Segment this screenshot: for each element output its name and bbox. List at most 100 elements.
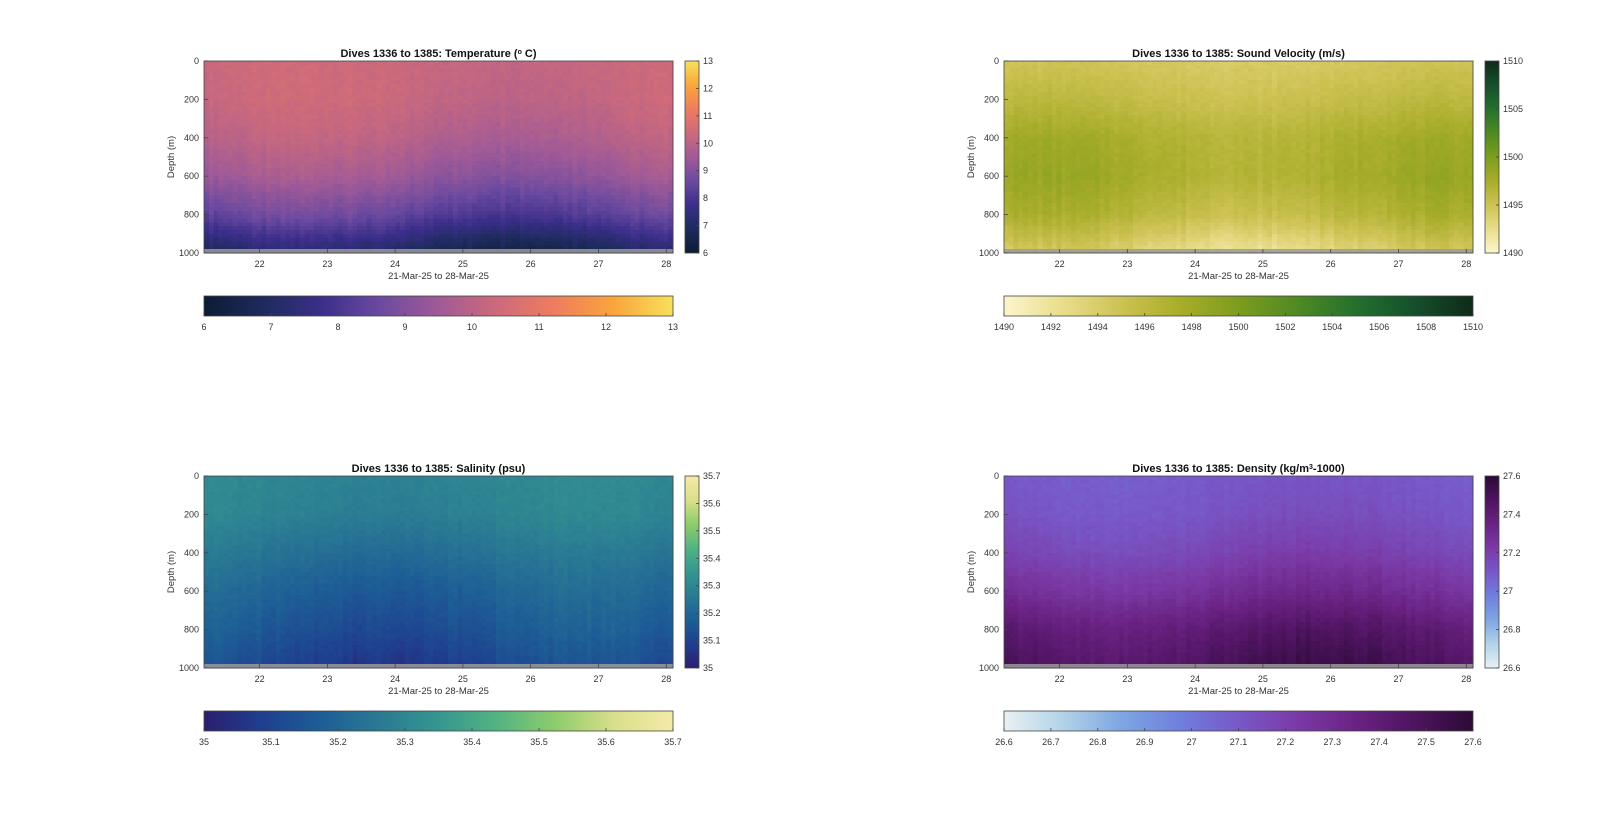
heatmap-cell <box>582 137 588 143</box>
heatmap-cell <box>247 68 253 74</box>
heatmap-cell <box>395 110 401 116</box>
heatmap-cell <box>625 68 631 74</box>
heatmap-cell <box>409 241 416 246</box>
heatmap-cell <box>433 191 440 196</box>
heatmap-cell <box>572 168 578 173</box>
heatmap-cell <box>529 130 535 135</box>
heatmap-cell <box>261 76 267 81</box>
heatmap-cell <box>553 122 559 127</box>
heatmap-cell <box>352 160 358 166</box>
heatmap-cell <box>357 157 363 162</box>
heatmap-cell <box>596 137 602 143</box>
heatmap-cell <box>376 180 382 185</box>
heatmap-cell <box>328 118 334 124</box>
heatmap-cell <box>567 237 574 243</box>
heatmap-cell <box>385 118 392 124</box>
heatmap-cell <box>519 168 526 173</box>
heatmap-cell <box>314 172 320 177</box>
heatmap-cell <box>223 176 229 181</box>
heatmap-cell <box>486 206 492 212</box>
heatmap-cell <box>591 195 598 200</box>
x-tick-label: 28 <box>661 259 671 269</box>
heatmap-cell <box>620 214 626 220</box>
heatmap-cell <box>634 141 641 147</box>
heatmap-cell <box>539 168 545 173</box>
heatmap-cell <box>405 84 411 89</box>
heatmap-cell <box>634 241 641 246</box>
heatmap-cell <box>275 168 282 173</box>
heatmap-cell <box>586 183 593 189</box>
heatmap-cell <box>247 241 253 246</box>
heatmap-cell <box>452 176 459 181</box>
heatmap-cell <box>299 218 306 223</box>
heatmap-cell <box>433 114 440 120</box>
heatmap-cell <box>562 61 569 66</box>
heatmap-cell <box>424 191 430 196</box>
heatmap-cell <box>251 187 258 193</box>
heatmap-cell <box>204 195 210 200</box>
heatmap-cell <box>314 176 320 181</box>
heatmap-cell <box>304 237 310 243</box>
heatmap-cell <box>577 80 583 85</box>
heatmap-cell <box>572 87 578 93</box>
colorbar-tick-label: 6 <box>703 248 708 258</box>
heatmap-cell <box>323 118 330 124</box>
heatmap-cell <box>314 107 320 112</box>
heatmap-cell <box>505 214 511 220</box>
heatmap-cell <box>500 107 507 112</box>
heatmap-cell <box>639 122 645 127</box>
heatmap-cell <box>543 191 550 196</box>
heatmap-cell <box>481 183 487 189</box>
heatmap-cell <box>495 118 502 124</box>
heatmap-cell <box>361 233 368 239</box>
heatmap-cell <box>510 137 516 143</box>
heatmap-cell <box>428 168 435 173</box>
heatmap-cell <box>519 229 526 235</box>
heatmap-cell <box>476 180 483 185</box>
heatmap-cell <box>251 61 258 66</box>
heatmap-cell <box>366 114 373 120</box>
heatmap-cell <box>529 87 535 93</box>
heatmap-cell <box>462 199 468 204</box>
heatmap-cell <box>610 168 617 173</box>
heatmap-cell <box>625 61 631 66</box>
heatmap-cell <box>333 130 339 135</box>
heatmap-cell <box>553 180 559 185</box>
heatmap-cell <box>462 84 468 89</box>
heatmap-cell <box>548 203 554 208</box>
heatmap-cell <box>208 103 215 108</box>
heatmap-cell <box>586 233 593 239</box>
heatmap-cell <box>266 214 272 220</box>
heatmap-cell <box>582 153 588 158</box>
heatmap-cell <box>428 103 435 108</box>
heatmap-cell <box>519 183 526 189</box>
heatmap-cell <box>577 137 583 143</box>
heatmap-cell <box>218 72 224 77</box>
heatmap-cell <box>601 172 607 177</box>
heatmap-cell <box>242 172 248 177</box>
heatmap-cell <box>625 76 631 81</box>
heatmap-cell <box>218 187 224 193</box>
heatmap-cell <box>644 206 650 212</box>
heatmap-cell <box>591 118 598 124</box>
heatmap-cell <box>419 226 425 231</box>
heatmap-cell <box>452 114 459 120</box>
heatmap-cell <box>510 199 516 204</box>
heatmap-cell <box>448 172 454 177</box>
heatmap-cell <box>251 145 258 150</box>
heatmap-cell <box>539 245 545 250</box>
heatmap-cell <box>438 80 444 85</box>
heatmap-cell <box>371 126 377 131</box>
heatmap-cell <box>610 153 617 158</box>
heatmap-cell <box>385 233 392 239</box>
heatmap-cell <box>400 103 406 108</box>
heatmap-cell <box>625 87 631 93</box>
heatmap-cell <box>481 160 487 166</box>
heatmap-cell <box>223 183 229 189</box>
heatmap-cell <box>232 110 239 116</box>
heatmap-cell <box>366 149 373 154</box>
heatmap-cell <box>649 183 655 189</box>
heatmap-cell <box>361 76 368 81</box>
heatmap-cell <box>596 84 602 89</box>
heatmap-cell <box>381 76 387 81</box>
